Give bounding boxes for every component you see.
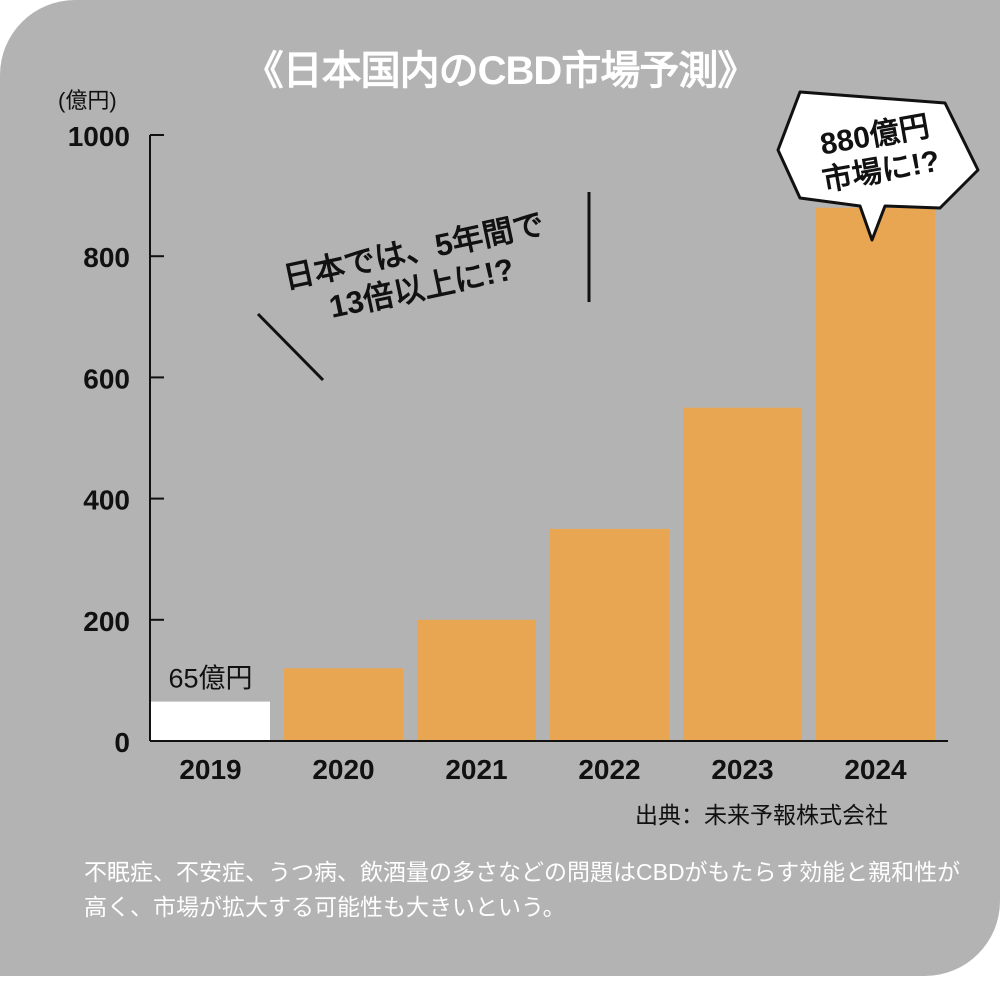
x-tick-label: 2022 [578,754,640,785]
annotation-line-left [256,312,325,382]
x-tick-label: 2020 [312,754,374,785]
callout-bubble [776,90,980,242]
y-axis-unit: (億円) [58,88,117,113]
chart-title: 《日本国内のCBD市場予測》 [243,49,758,93]
y-tick-label: 800 [83,242,130,273]
x-tick-label: 2019 [179,754,241,785]
bar-2023 [683,407,802,741]
x-tick-label: 2021 [445,754,507,785]
y-tick-label: 1000 [68,121,130,152]
source-credit: 出典：未来予報株式会社 [635,802,888,828]
data-label: 65億円 [168,664,252,694]
bar-2024 [816,207,935,742]
y-tick-label: 400 [83,485,130,516]
bar-2020 [284,668,403,741]
caption-note: 不眠症、不安症、うつ病、飲酒量の多さなどの問題はCBDがもたらす効能と親和性が高… [84,859,961,920]
bar-2022 [550,528,669,741]
bar-2021 [417,619,536,741]
y-tick-label: 0 [114,727,130,758]
y-tick-label: 200 [83,606,130,637]
x-tick-label: 2024 [844,754,907,785]
bar-2019 [151,701,270,741]
y-tick-label: 600 [83,363,130,394]
x-tick-label: 2023 [711,754,773,785]
